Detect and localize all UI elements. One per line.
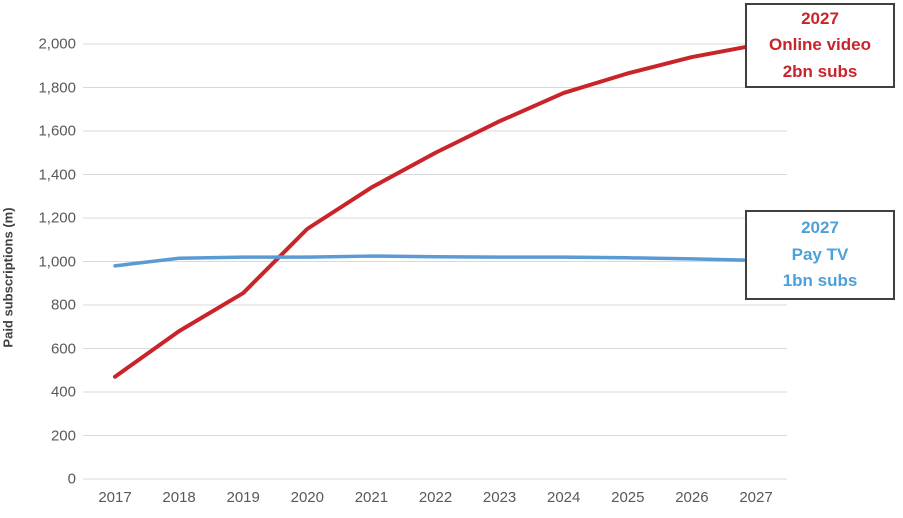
annotation-online-video-name: Online video — [768, 35, 872, 55]
x-tick-label: 2020 — [290, 489, 324, 506]
x-tick-label: 2021 — [354, 489, 389, 506]
x-tick-label: 2022 — [418, 489, 453, 506]
x-tick-label: 2018 — [162, 489, 196, 506]
y-tick-label: 200 — [50, 427, 76, 444]
x-tick-label: 2024 — [547, 489, 581, 506]
annotation-pay-tv-year: 2027 — [801, 218, 839, 238]
y-tick-label: 0 — [67, 470, 76, 488]
annotation-online-video-year: 2027 — [801, 8, 839, 28]
series-line-online-video — [113, 43, 758, 379]
annotation-pay-tv: 2027 Pay TV 1bn subs — [745, 210, 895, 300]
y-tick-label: 800 — [50, 296, 76, 314]
annotation-pay-tv-name: Pay TV — [791, 244, 849, 264]
y-tick-label: 1,600 — [38, 122, 76, 140]
x-tick-label: 2027 — [739, 489, 773, 506]
y-tick-label: 1,800 — [38, 79, 76, 96]
annotation-pay-tv-value: 1bn subs — [782, 271, 858, 291]
y-tick-label: 1,400 — [38, 166, 76, 183]
series-line-pay-tv — [113, 254, 758, 268]
annotation-online-video: 2027 Online video 2bn subs — [745, 3, 895, 88]
y-tick-label: 2,000 — [38, 35, 76, 53]
x-tick-label: 2023 — [482, 489, 517, 506]
y-tick-label: 1,200 — [38, 209, 76, 227]
x-tick-label: 2019 — [226, 489, 260, 506]
y-tick-label: 600 — [50, 340, 76, 357]
y-tick-label: 1,000 — [38, 253, 76, 270]
x-tick-label: 2025 — [611, 489, 645, 506]
y-tick-label: 400 — [50, 383, 76, 401]
x-tick-label: 2026 — [675, 489, 709, 506]
x-tick-label: 2017 — [98, 489, 132, 506]
annotation-online-video-value: 2bn subs — [782, 61, 858, 81]
